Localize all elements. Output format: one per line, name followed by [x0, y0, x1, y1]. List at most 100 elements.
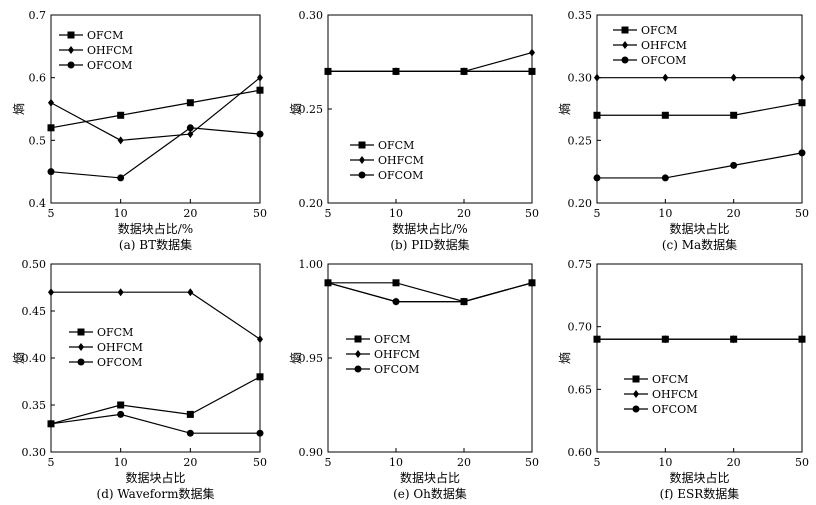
data-point-ohfcm — [594, 73, 600, 82]
data-point-ofcom — [392, 298, 400, 306]
panel-caption: (a) BT数据集 — [119, 237, 192, 252]
y-tick-label: 0.25 — [568, 134, 593, 147]
legend-marker-ohfcm — [355, 350, 361, 358]
data-point-ofcom — [324, 67, 332, 75]
plot-frame — [50, 14, 261, 204]
data-point-ofcom — [47, 420, 55, 428]
x-tick-label: 5 — [48, 456, 55, 469]
legend-marker-ofcom — [358, 171, 366, 179]
x-tick-label: 20 — [727, 207, 741, 220]
legend-marker-ohfcm — [359, 156, 365, 164]
series-line-ofcom — [597, 152, 803, 179]
y-tick-label: 0.40 — [22, 352, 47, 365]
series-line-ofcom — [327, 282, 533, 303]
x-tick-label: 5 — [594, 207, 601, 220]
series-line-ofcm — [50, 89, 261, 129]
x-tick-label: 10 — [658, 456, 672, 469]
x-tick-label: 10 — [114, 456, 128, 469]
x-tick-label: 50 — [253, 456, 267, 469]
legend: OFCM OHFCM OFCOM — [69, 326, 143, 369]
legend: OFCM OHFCM OFCOM — [59, 29, 133, 72]
legend-label: OHFCM — [641, 39, 687, 52]
legend-label: OFCM — [374, 333, 410, 346]
legend-marker-ofcm — [358, 141, 366, 149]
data-point-ofcm — [256, 86, 264, 94]
legend-label: OFCOM — [652, 403, 697, 416]
y-tick-label: 0.7 — [29, 9, 47, 22]
plot-frame — [596, 14, 803, 204]
y-tick-label: 0.70 — [568, 321, 593, 334]
y-axis-label: 熵 — [288, 352, 303, 364]
x-tick-label: 5 — [48, 207, 55, 220]
legend-label: OHFCM — [378, 154, 424, 167]
data-point-ofcm — [798, 99, 806, 107]
data-point-ofcom — [186, 124, 194, 132]
data-point-ofcom — [460, 298, 468, 306]
series-line-ofcm — [597, 102, 803, 116]
legend-label: OFCOM — [374, 363, 419, 376]
panel-caption: (c) Ma数据集 — [662, 237, 737, 252]
data-point-ofcom — [593, 174, 601, 182]
data-point-ohfcm — [48, 98, 54, 107]
data-point-ohfcm — [529, 48, 535, 57]
y-tick-label: 0.25 — [299, 103, 324, 116]
data-point-ofcm — [117, 111, 125, 119]
data-point-ohfcm — [117, 136, 124, 145]
x-tick-label: 50 — [525, 207, 539, 220]
data-point-ofcom — [661, 174, 669, 182]
data-point-ofcom — [528, 279, 536, 287]
y-tick-label: 0.30 — [568, 72, 593, 85]
data-point-ohfcm — [48, 288, 54, 297]
y-tick-label: 0.95 — [299, 352, 324, 365]
x-tick-label: 10 — [658, 207, 672, 220]
x-tick-label: 10 — [114, 207, 128, 220]
panel-caption: (e) Oh数据集 — [393, 486, 467, 501]
series-line-ofcom — [50, 413, 260, 434]
y-tick-label: 0.5 — [29, 134, 47, 147]
data-point-ofcom — [392, 67, 400, 75]
y-axis-label: 熵 — [11, 352, 26, 364]
x-axis-label: 数据块占比 — [400, 470, 460, 485]
data-point-ofcom — [186, 429, 194, 437]
data-point-ofcom — [798, 335, 806, 343]
series-line-ofcm — [328, 282, 533, 303]
legend-marker-ofcm — [67, 31, 75, 39]
legend-label: OFCM — [97, 326, 133, 339]
legend-marker-ohfcm — [68, 46, 74, 54]
y-tick-label: 0.20 — [568, 197, 593, 210]
y-axis-label: 熵 — [288, 103, 303, 115]
legend-label: OFCOM — [87, 59, 132, 72]
y-tick-label: 0.35 — [22, 399, 47, 412]
x-axis-label: 数据块占比 — [669, 470, 729, 485]
data-point-ohfcm — [257, 73, 263, 82]
y-tick-label: 0.30 — [22, 446, 47, 459]
legend-label: OFCM — [652, 373, 688, 386]
series-line-ofcom — [50, 127, 261, 179]
y-axis-label: 熵 — [11, 103, 26, 115]
data-point-ofcm — [730, 111, 738, 119]
legend-label: OFCM — [87, 29, 123, 42]
data-point-ofcom — [117, 410, 125, 418]
legend: OFCM OHFCM OFCOM — [613, 24, 687, 67]
y-tick-label: 0.20 — [299, 197, 324, 210]
data-point-ohfcm — [187, 130, 194, 139]
data-point-ofcom — [661, 335, 669, 343]
legend-marker-ofcom — [621, 56, 629, 64]
y-tick-label: 0.60 — [568, 446, 593, 459]
data-point-ofcm — [392, 279, 400, 287]
legend-label: OFCOM — [641, 54, 686, 67]
data-point-ofcom — [460, 67, 468, 75]
x-tick-label: 10 — [389, 207, 403, 220]
legend-marker-ofcm — [632, 375, 640, 383]
x-axis-label: 数据块占比/% — [392, 221, 467, 236]
legend-marker-ohfcm — [622, 41, 628, 49]
panel-caption: (d) Waveform数据集 — [97, 486, 215, 501]
y-tick-label: 0.65 — [568, 383, 593, 396]
legend-marker-ofcm — [77, 328, 85, 336]
data-point-ofcm — [117, 401, 125, 409]
x-tick-label: 50 — [795, 456, 809, 469]
